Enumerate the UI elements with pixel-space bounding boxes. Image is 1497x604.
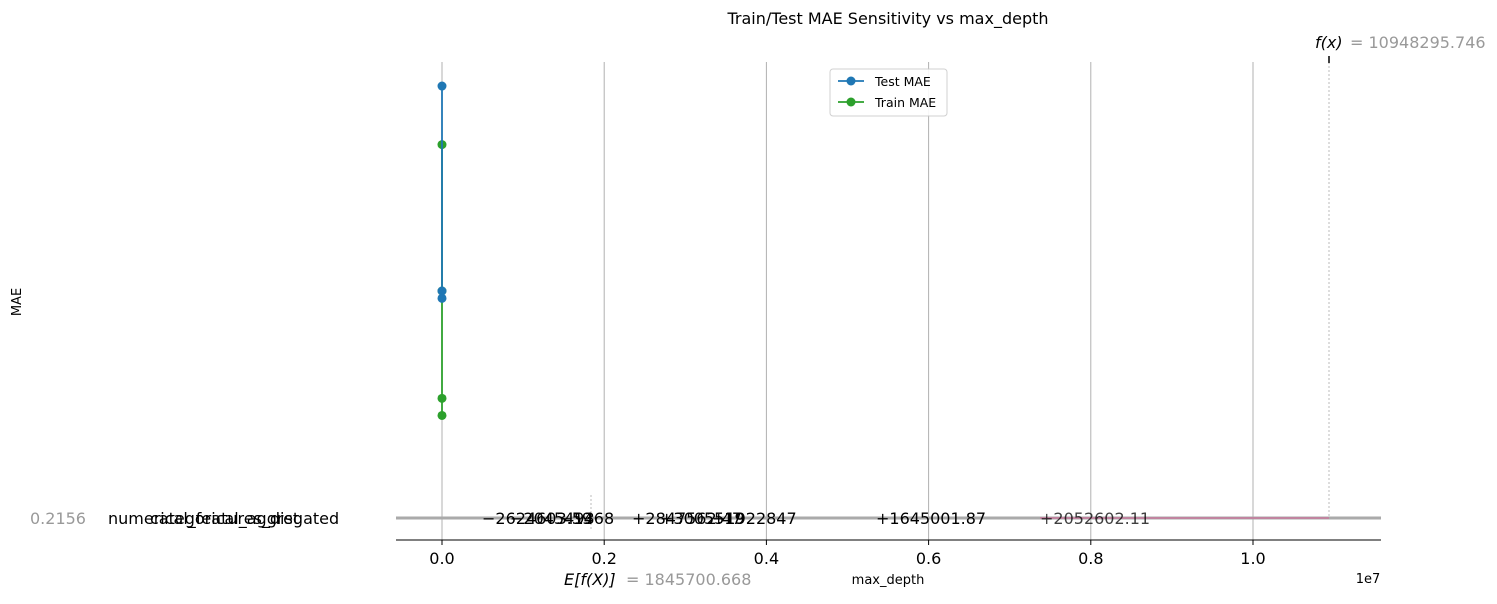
data-point [437,410,447,420]
x-axis-label: max_depth [852,573,925,588]
y-axis-label: MAE [10,288,25,316]
positive-contribution-label: +1922847 [712,509,797,528]
x-axis-ticks: 0.0 0.2 0.4 0.6 0.8 1.0 [429,540,1266,568]
x-tick-label: 0.6 [916,549,941,568]
series-group [437,81,447,420]
left-value-label: 0.2156 [30,509,86,528]
negative-contribution-label: −2045493 [510,509,595,528]
data-point [437,81,447,91]
positive-contribution-label: +1645001.87 [876,509,986,528]
x-tick-label: 0.8 [1078,549,1103,568]
x-tick-label: 0.0 [429,549,454,568]
legend-marker-train [846,97,856,107]
x-tick-label: 0.4 [754,549,779,568]
overlay-contribution-label: +2052602.11 [1040,509,1150,528]
left-feature-label-1: numerical_features_dist [108,509,299,529]
negative-contribution-label: −2624603.59 [482,509,592,528]
legend-label-test: Test MAE [874,74,931,89]
x-tick-label: 1.0 [1240,549,1265,568]
x-tick-label: 0.2 [591,549,616,568]
legend: Test MAE Train MAE [829,68,948,117]
base-label: E[f(X)] [564,570,616,589]
data-point [437,393,447,403]
output-label: f(x) [1315,33,1343,52]
data-point [437,286,447,296]
output-value: = 10948295.746 [1350,33,1486,52]
positive-contribution-label: +2847562.47 [632,509,742,528]
force-plot: 0.2156 numerical_features_dist categoric… [30,33,1486,589]
legend-marker-test [846,76,856,86]
data-point [437,293,447,303]
legend-label-train: Train MAE [874,95,936,110]
chart-title: Train/Test MAE Sensitivity vs max_depth [726,9,1048,29]
negative-contribution-label: −1468 [560,509,614,528]
positive-contribution-label: +3005519 [660,509,745,528]
left-feature-label-2: categorical_aggregated [150,509,339,529]
base-value: = 1845700.668 [626,570,751,589]
x-axis-offset-label: 1e7 [1356,572,1381,587]
